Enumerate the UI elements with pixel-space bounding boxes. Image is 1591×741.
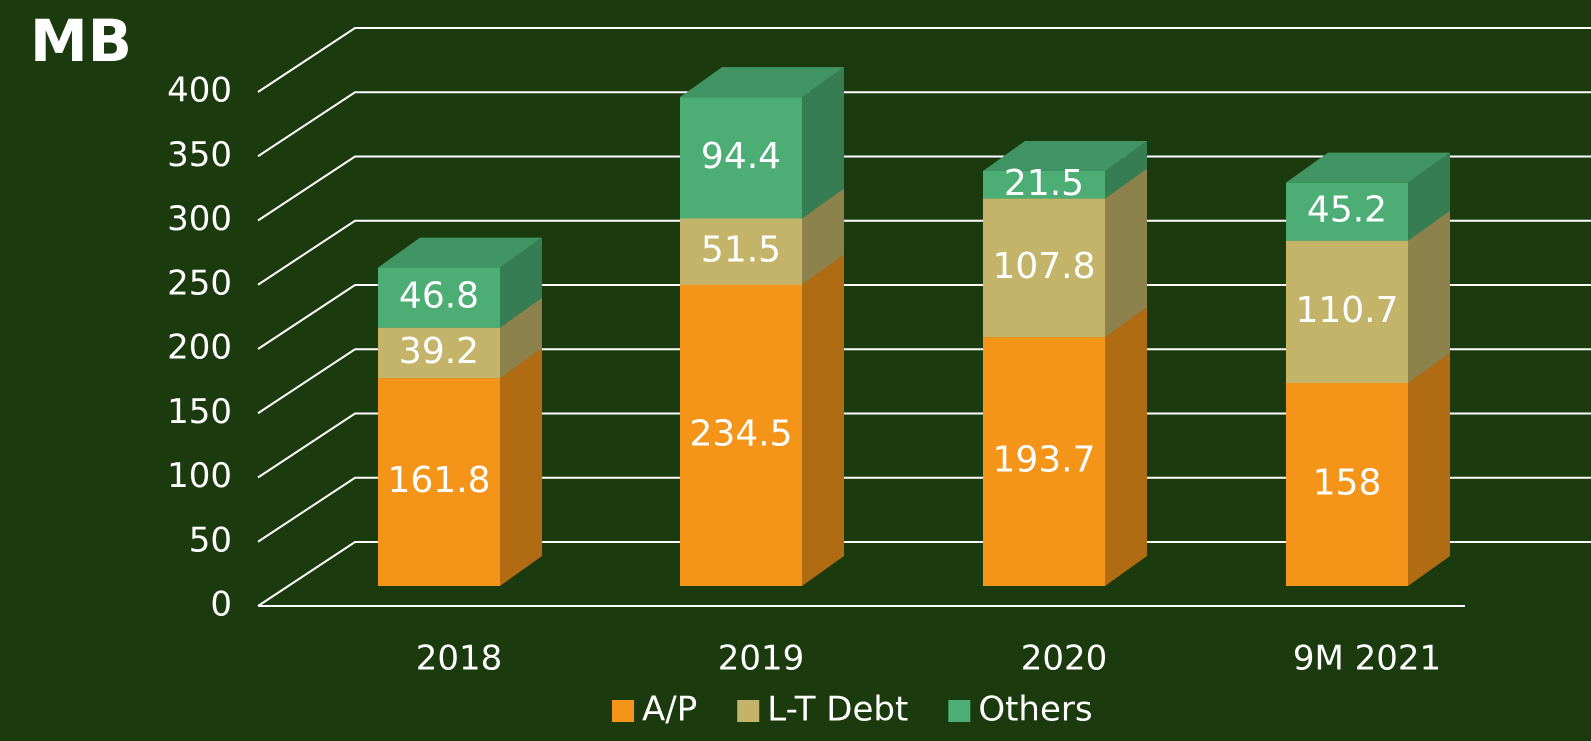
y-tick-label: 350 <box>167 135 232 175</box>
bar-side <box>1105 140 1147 199</box>
grid-line <box>257 219 1591 286</box>
grid-line <box>257 155 1591 222</box>
x-tick-label: 2019 <box>718 639 805 679</box>
data-label: 193.7 <box>992 440 1095 481</box>
grid-line <box>257 284 1591 350</box>
y-tick-label: 150 <box>167 392 232 432</box>
x-tick-label: 9M 2021 <box>1293 639 1441 679</box>
grid-line <box>257 91 1591 158</box>
bar <box>680 284 802 586</box>
bar-side <box>1105 307 1147 586</box>
data-label: 46.8 <box>399 276 479 317</box>
data-label: 161.8 <box>387 460 490 501</box>
legend-label: A/P <box>642 690 697 730</box>
bar-top <box>983 140 1147 171</box>
bar-side <box>500 237 542 328</box>
y-tick-label: 200 <box>167 328 232 368</box>
bar-top <box>680 67 844 98</box>
grid-line <box>257 476 1591 543</box>
bar-side <box>802 254 844 587</box>
bar <box>1286 382 1408 586</box>
bar-side <box>802 67 844 219</box>
legend-swatch <box>612 700 634 722</box>
bar <box>680 218 802 285</box>
bar <box>378 378 500 586</box>
grid-line <box>257 541 1591 607</box>
data-label: 94.4 <box>701 136 781 177</box>
bar-side <box>1408 210 1450 383</box>
grid-line <box>257 348 1591 415</box>
bar-side <box>1408 352 1450 586</box>
legend-label: L-T Debt <box>767 690 908 730</box>
bar <box>1286 240 1408 383</box>
y-tick-label: 50 <box>189 520 232 560</box>
data-label: 110.7 <box>1295 290 1398 331</box>
y-tick-label: 400 <box>167 71 232 111</box>
bar <box>378 327 500 379</box>
bar-side <box>1408 152 1450 241</box>
bar <box>983 198 1105 338</box>
legend-swatch <box>737 700 760 722</box>
bar <box>378 267 500 328</box>
chart-title: MB <box>30 7 132 75</box>
bar <box>1286 182 1408 241</box>
bar-top <box>1286 152 1450 183</box>
data-label: 234.5 <box>689 413 792 454</box>
y-tick-label: 300 <box>167 199 232 239</box>
bar <box>680 97 802 219</box>
y-tick-label: 100 <box>167 456 232 496</box>
bar-side <box>500 348 542 586</box>
y-tick-label: 250 <box>167 263 232 303</box>
bar <box>983 337 1105 586</box>
data-label: 45.2 <box>1307 190 1387 231</box>
bar-side <box>802 188 844 285</box>
legend-label: Others <box>978 690 1092 730</box>
data-label: 107.8 <box>992 246 1095 287</box>
x-tick-label: 2018 <box>416 639 503 679</box>
bar-side <box>500 297 542 379</box>
bar <box>983 170 1105 199</box>
data-label: 158 <box>1313 462 1382 503</box>
data-label: 51.5 <box>701 230 781 271</box>
grid-line <box>257 412 1591 479</box>
data-label: 39.2 <box>399 331 479 372</box>
bar-top <box>378 237 542 268</box>
data-label: 21.5 <box>1004 163 1084 204</box>
grid-line <box>257 27 1591 93</box>
bar-side <box>1105 168 1147 338</box>
x-tick-label: 2020 <box>1021 639 1108 679</box>
y-tick-label: 0 <box>210 585 232 625</box>
legend-swatch <box>948 700 971 722</box>
